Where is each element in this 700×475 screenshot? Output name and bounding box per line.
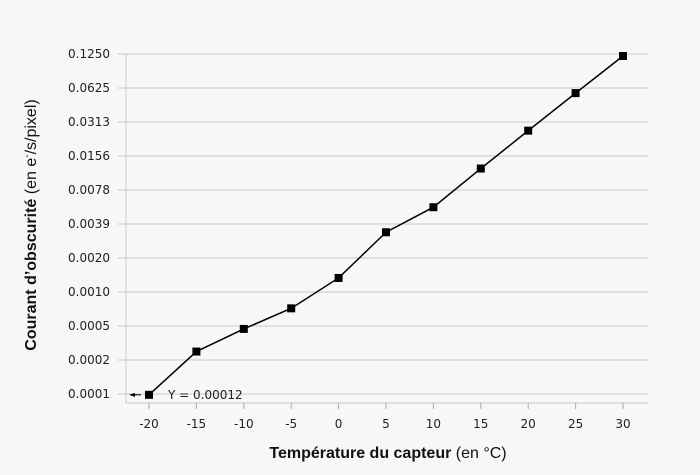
data-point [145, 390, 153, 399]
series [145, 52, 627, 399]
data-point [476, 164, 485, 173]
x-tick-label: -20 [139, 417, 159, 431]
x-tick-label: -5 [285, 417, 297, 431]
y-tick-label: 0.0005 [68, 319, 110, 333]
data-point [429, 203, 438, 212]
x-tick-label: -10 [234, 417, 254, 431]
data-point [619, 52, 627, 61]
y-tick-label: 0.0001 [68, 387, 110, 401]
x-tick-label: -15 [187, 417, 207, 431]
gridlines [118, 53, 648, 395]
x-tick-label: 5 [382, 417, 390, 431]
y-tick-label: 0.0313 [68, 115, 110, 129]
x-tick-label: 0 [335, 417, 343, 431]
x-tick-label: 30 [615, 417, 630, 431]
x-tick-label: 10 [426, 417, 441, 431]
y-tick-label: 0.0020 [68, 251, 110, 265]
series-line [148, 55, 624, 396]
axes [125, 54, 648, 409]
data-point [382, 228, 390, 237]
data-point [571, 89, 580, 98]
x-axis-label: Température du capteur (en °C) [269, 445, 506, 462]
y-tick-label: 0.0002 [68, 353, 110, 367]
data-point [287, 304, 296, 313]
x-tick-label: 15 [473, 417, 488, 431]
y-tick-label: 0.0156 [68, 149, 110, 163]
y-tick-label: 0.0625 [68, 81, 110, 95]
x-axis-label-unit: (en °C) [456, 445, 507, 462]
y-tick-label: 0.0078 [68, 183, 110, 197]
data-point [239, 324, 248, 333]
y-tick-label: 0.0010 [68, 285, 110, 299]
arrow-left-icon [129, 392, 135, 397]
data-point [192, 347, 201, 356]
y-tick-labels: 0.0001 0.0002 0.0005 0.0010 0.0020 0.0039 0.00… [68, 47, 110, 401]
x-tick-label: 25 [568, 417, 583, 431]
y-axis-label-unit-pre: (en e [23, 158, 40, 195]
y-axis-label-unit-sup: - [22, 154, 33, 157]
annotation: Y = 0.00012 [129, 388, 243, 402]
y-axis-label-main: Courant d’obscurité [23, 199, 40, 351]
x-tick-labels: -20 -15 -10 -5 0 5 10 15 20 25 30 [139, 417, 630, 431]
y-axis-label: Courant d’obscurité (en e-/s/pixel) [22, 99, 40, 350]
y-axis-label-unit-post: /s/pixel) [23, 99, 40, 154]
x-axis-label-main: Température du capteur [269, 445, 451, 462]
data-point [524, 126, 533, 135]
y-tick-label: 0.1250 [68, 47, 110, 61]
y-tick-label: 0.0039 [68, 217, 110, 231]
data-point [334, 273, 343, 282]
annotation-label: Y = 0.00012 [167, 388, 243, 402]
x-tick-label: 20 [521, 417, 536, 431]
